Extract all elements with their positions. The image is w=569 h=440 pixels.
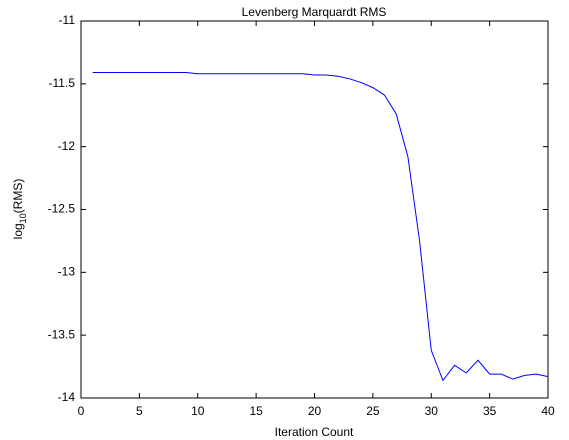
x-tick-label: 10 xyxy=(191,404,205,418)
y-label-base: log xyxy=(11,223,25,239)
y-tick-label: -13.5 xyxy=(48,327,76,341)
chart-title: Levenberg Marquardt RMS xyxy=(242,5,387,19)
x-tick-label: 0 xyxy=(78,404,85,418)
data-line xyxy=(92,72,549,382)
x-tick-label: 25 xyxy=(366,404,380,418)
y-tick-label: -14 xyxy=(58,390,76,404)
x-tick-label: 20 xyxy=(308,404,322,418)
y-label-subscript: 10 xyxy=(18,213,28,223)
x-tick-label: 35 xyxy=(483,404,497,418)
y-label-rest: (RMS) xyxy=(11,179,25,214)
x-tick-label: 5 xyxy=(136,404,143,418)
y-axis-label: log10(RMS) xyxy=(11,179,28,240)
y-tick-label: -13 xyxy=(58,265,76,279)
y-tick-label: -11.5 xyxy=(49,76,76,90)
x-tick-label: 15 xyxy=(249,404,263,418)
x-tick-label: 40 xyxy=(541,404,555,418)
y-tick-label: -12.5 xyxy=(48,202,76,216)
x-tick-label: 30 xyxy=(425,404,439,418)
y-tick-label: -11 xyxy=(59,13,76,27)
x-axis-label: Iteration Count xyxy=(275,425,354,439)
y-tick-label: -12 xyxy=(58,139,76,153)
